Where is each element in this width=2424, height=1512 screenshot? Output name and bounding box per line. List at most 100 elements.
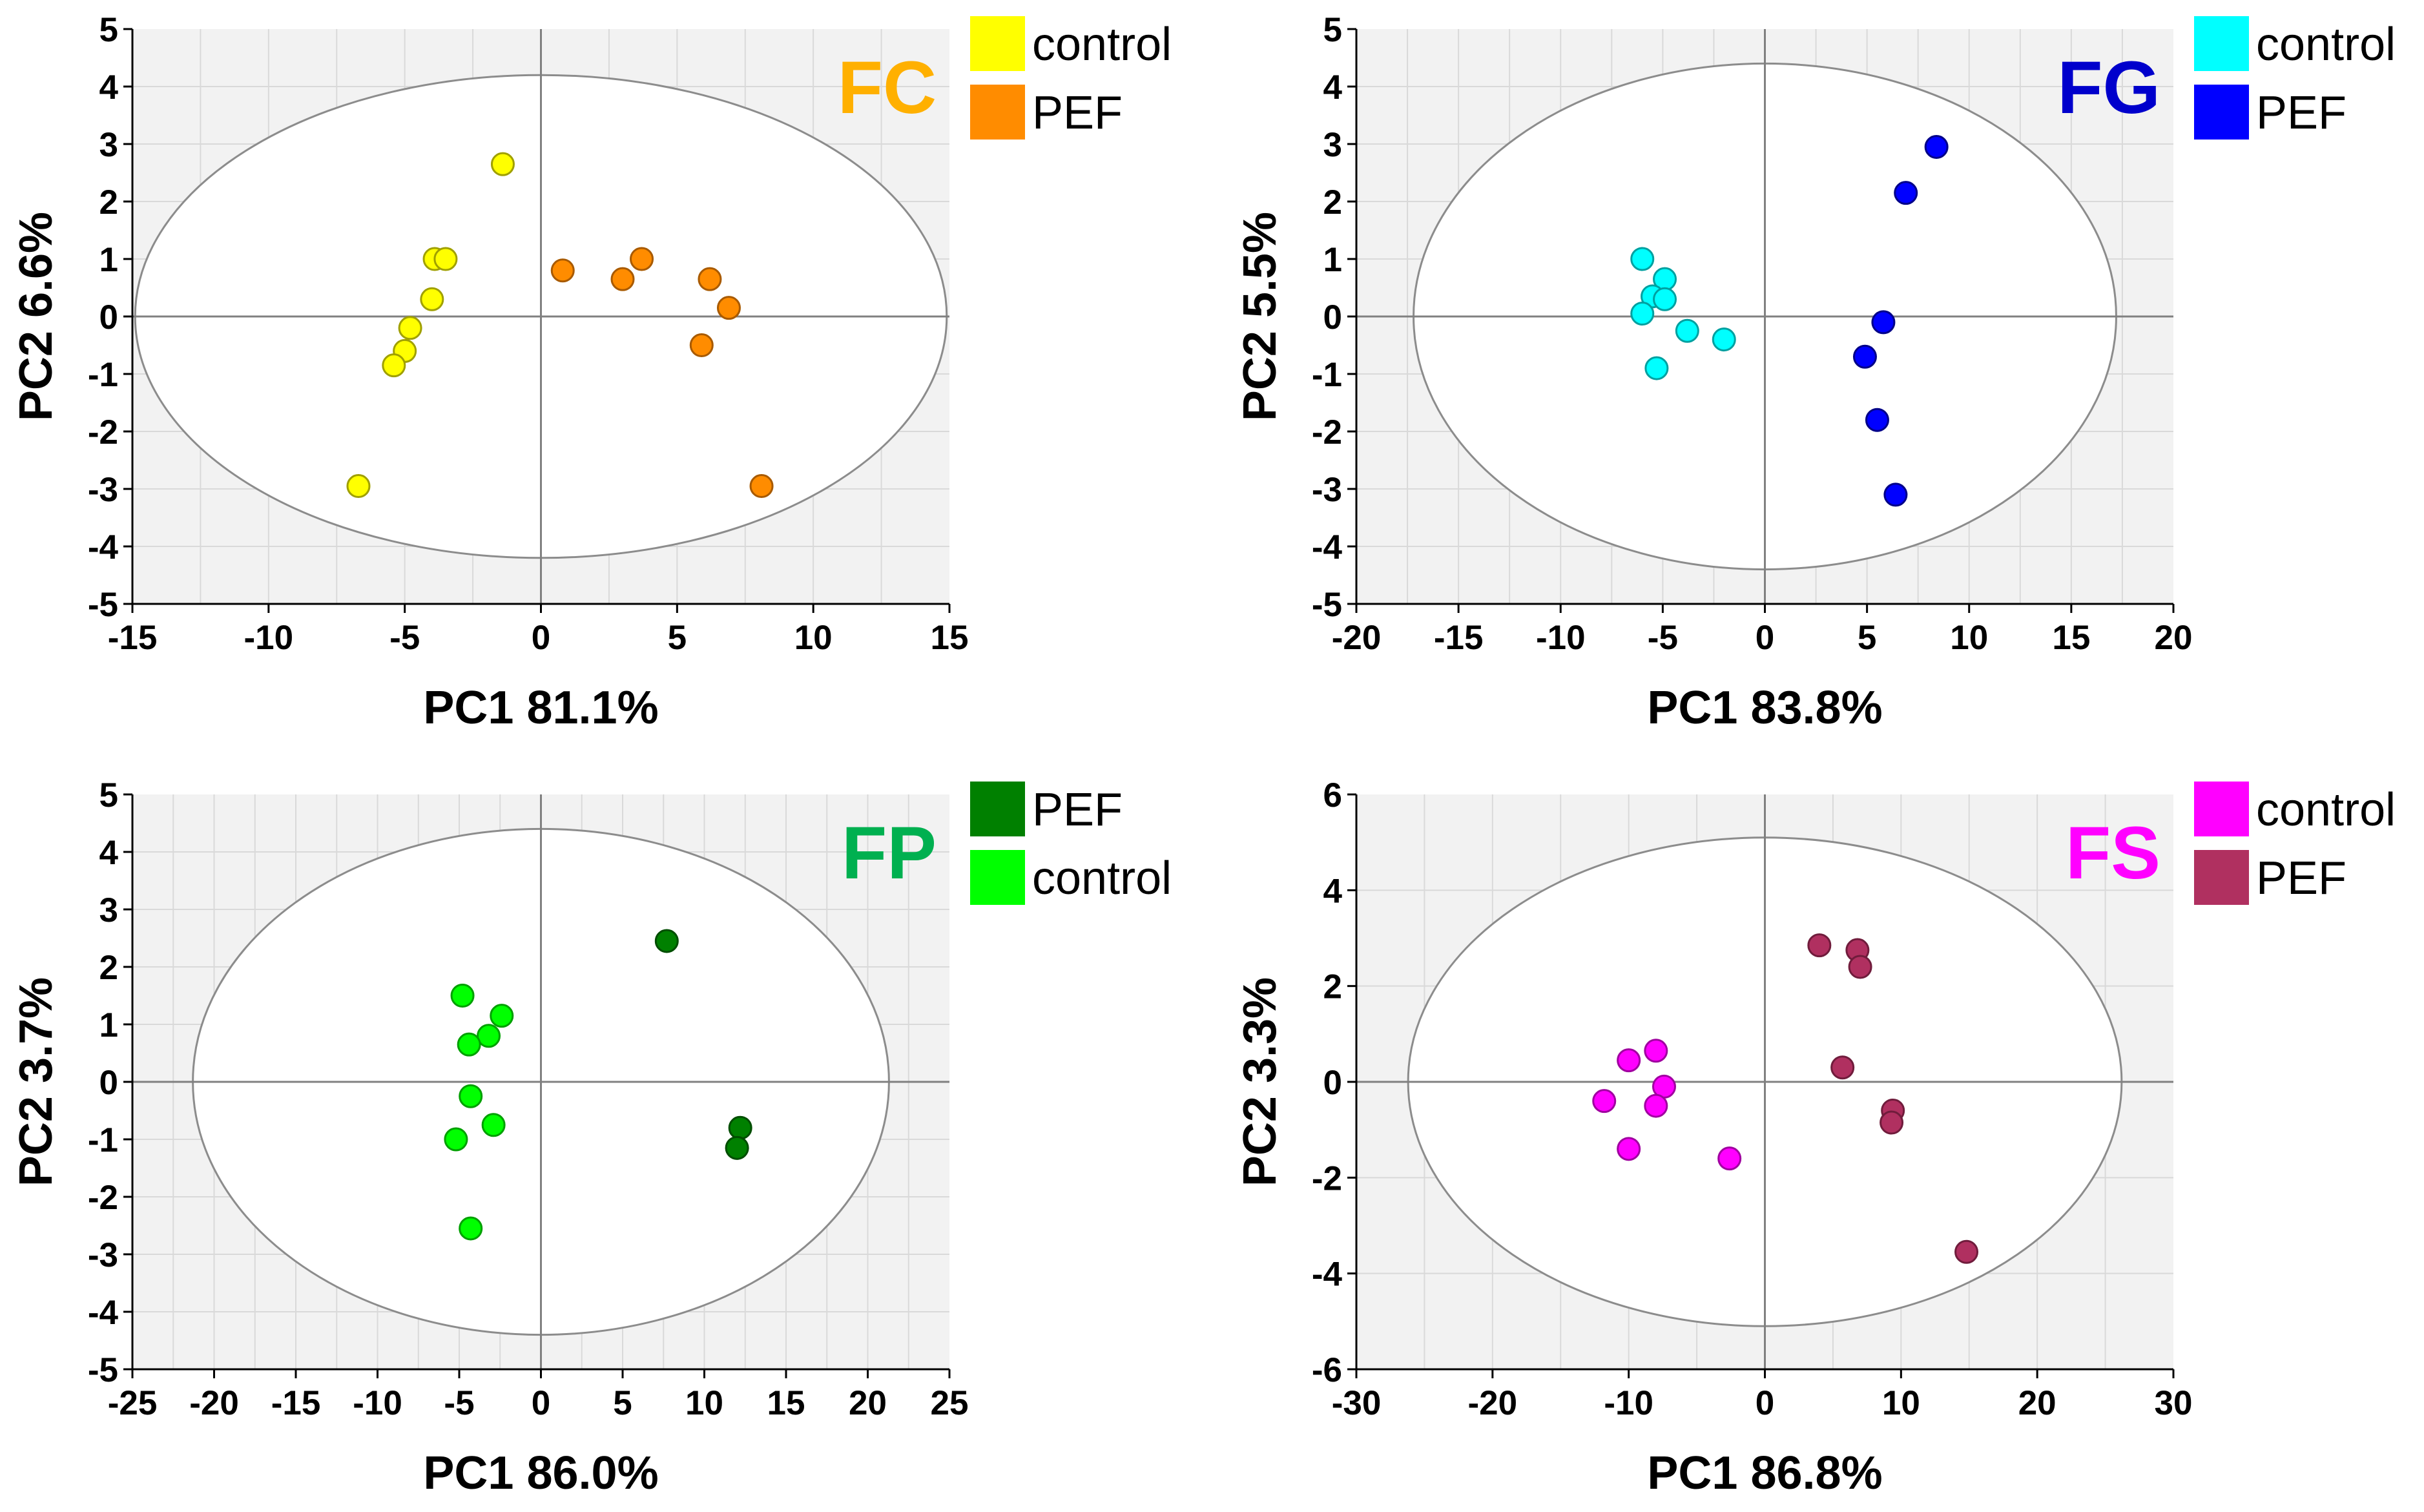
data-point-pef [550, 258, 575, 283]
y-tick-label: 0 [99, 1064, 118, 1102]
x-tick-label: -15 [108, 619, 158, 657]
y-tick-label: 1 [99, 1006, 118, 1044]
y-tick-label: 3 [99, 126, 118, 164]
data-point-control [459, 1216, 483, 1241]
x-tick-label: -10 [353, 1384, 402, 1422]
data-point-control [457, 1032, 481, 1057]
x-tick-label: -10 [1604, 1384, 1653, 1422]
data-point-control [1617, 1048, 1641, 1073]
x-tick-label: 5 [668, 619, 687, 657]
y-tick-label: -4 [88, 1294, 119, 1332]
x-tick-label: -15 [271, 1384, 321, 1422]
y-tick-label: -5 [1312, 586, 1342, 624]
data-point-pef [610, 267, 635, 291]
y-tick-label: 0 [1323, 298, 1342, 337]
y-tick-label: 0 [1323, 1064, 1342, 1102]
data-point-pef [698, 267, 722, 291]
data-point-control [1617, 1137, 1641, 1161]
legend-swatch [2194, 85, 2249, 140]
data-point-pef [1865, 408, 1889, 432]
panel-title: FS [2066, 812, 2160, 895]
data-point-control [1675, 318, 1699, 343]
legend-swatch [970, 16, 1025, 71]
x-tick-label: -20 [1332, 619, 1382, 657]
data-point-control [490, 152, 515, 176]
y-tick-label: -3 [88, 471, 118, 509]
data-point-pef [1880, 1110, 1904, 1135]
y-tick-label: -2 [1312, 1159, 1342, 1197]
data-point-control [420, 287, 444, 311]
y-tick-label: 1 [1323, 241, 1342, 279]
y-tick-label: 2 [99, 183, 118, 222]
y-tick-label: 3 [99, 891, 118, 929]
data-point-pef [1954, 1239, 1979, 1264]
x-tick-label: 5 [1858, 619, 1876, 657]
x-axis-title: PC1 86.8% [1647, 1447, 1882, 1499]
y-tick-label: -4 [1312, 1256, 1343, 1294]
y-axis-title: PC2 3.7% [10, 977, 62, 1186]
legend-label: PEF [2256, 87, 2346, 139]
data-point-pef [630, 247, 654, 271]
y-tick-label: -4 [1312, 528, 1343, 566]
panel-title: FC [838, 47, 937, 129]
panel-title: FG [2057, 47, 2160, 129]
data-point-pef [1852, 344, 1877, 369]
panel-title: FP [842, 812, 937, 895]
y-tick-label: 1 [99, 241, 118, 279]
y-tick-label: 0 [99, 298, 118, 337]
x-tick-label: -5 [444, 1384, 474, 1422]
x-tick-label: 20 [849, 1384, 887, 1422]
y-tick-label: -2 [1312, 413, 1342, 451]
legend-swatch [2194, 850, 2249, 905]
x-tick-label: -15 [1434, 619, 1484, 657]
data-point-control [382, 353, 406, 378]
data-point-pef [654, 929, 679, 953]
x-tick-label: 0 [1756, 619, 1774, 657]
x-tick-label: 15 [931, 619, 969, 657]
data-point-control [1630, 302, 1655, 326]
data-point-control [459, 1084, 483, 1108]
y-tick-label: 4 [99, 68, 119, 107]
panel-fp: -25 -20 -15 -10 -5 0 5 10 15 20 25-5-4-3-2-1012345… [10, 776, 1172, 1499]
data-point-control [433, 247, 458, 271]
x-tick-label: 0 [532, 619, 550, 657]
x-tick-label: -10 [244, 619, 294, 657]
x-tick-label: 0 [532, 1384, 550, 1422]
data-point-control [477, 1024, 501, 1048]
y-tick-label: 6 [1323, 776, 1342, 814]
data-point-control [1644, 356, 1669, 380]
x-tick-label: -5 [1648, 619, 1678, 657]
y-tick-label: -4 [88, 528, 119, 566]
data-point-pef [1848, 955, 1872, 979]
x-tick-label: -30 [1332, 1384, 1382, 1422]
x-axis-title: PC1 83.8% [1647, 682, 1882, 734]
x-tick-label: 10 [794, 619, 833, 657]
y-tick-label: -1 [1312, 356, 1342, 394]
y-tick-label: 4 [1323, 68, 1343, 107]
y-tick-label: -3 [88, 1236, 118, 1274]
x-tick-label: 15 [767, 1384, 805, 1422]
x-tick-label: 30 [2155, 1384, 2193, 1422]
y-tick-label: -1 [88, 1121, 118, 1159]
data-point-control [490, 1004, 514, 1028]
legend-swatch [970, 85, 1025, 140]
x-axis-title: PC1 86.0% [423, 1447, 658, 1499]
x-tick-label: 10 [685, 1384, 723, 1422]
legend-label: control [2256, 19, 2396, 70]
legend-label: control [1032, 19, 1172, 70]
y-tick-label: -6 [1312, 1351, 1342, 1389]
data-point-pef [716, 296, 741, 320]
x-tick-label: 25 [931, 1384, 969, 1422]
x-tick-label: -5 [389, 619, 420, 657]
x-tick-label: 0 [1756, 1384, 1774, 1422]
y-tick-label: 2 [99, 949, 118, 987]
x-tick-label: -20 [1468, 1384, 1518, 1422]
x-tick-label: 5 [613, 1384, 632, 1422]
legend-label: PEF [1032, 784, 1123, 836]
legend-label: PEF [2256, 853, 2346, 904]
y-tick-label: 2 [1323, 968, 1342, 1006]
y-tick-label: 4 [99, 834, 119, 872]
